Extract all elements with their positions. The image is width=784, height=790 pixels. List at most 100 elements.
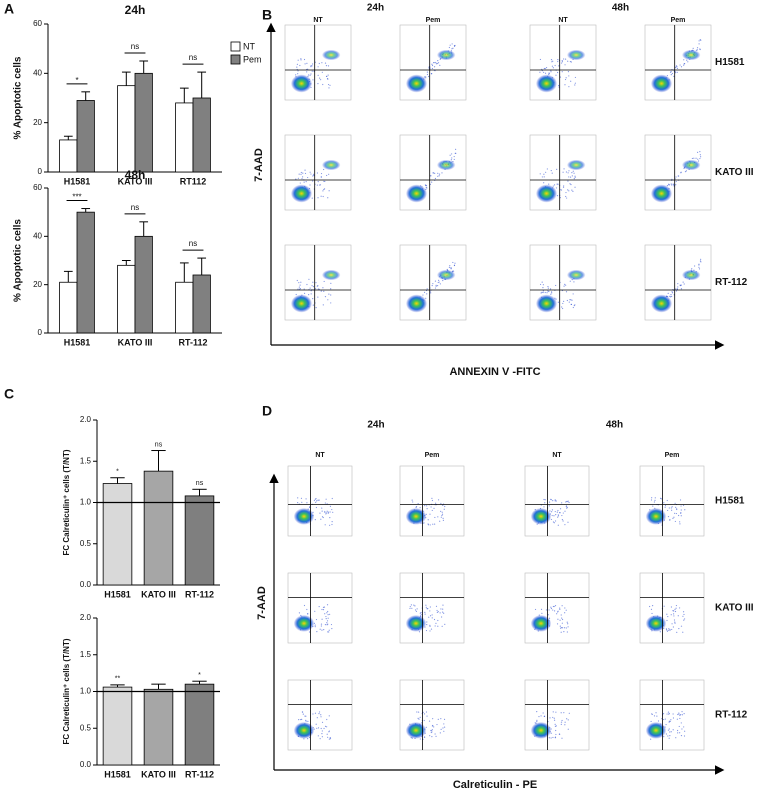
density-dot: [314, 610, 316, 612]
density-dot: [431, 509, 433, 512]
density-dot: [561, 605, 563, 607]
density-dot: [303, 181, 305, 183]
density-dot: [574, 304, 576, 306]
density-dot: [563, 168, 565, 170]
density-dot: [431, 725, 434, 727]
density-dot: [679, 521, 681, 523]
density-dot: [441, 514, 443, 517]
density-dot: [544, 68, 546, 70]
density-dot: [310, 290, 312, 292]
density-dot: [670, 507, 672, 509]
density-dot: [569, 183, 571, 185]
density-blob: [535, 294, 558, 313]
density-dot: [558, 84, 560, 87]
density-dot: [424, 613, 426, 615]
density-dot: [330, 282, 332, 284]
density-dot: [442, 608, 444, 610]
density-dot: [671, 506, 673, 508]
density-dot: [667, 711, 670, 713]
density-dot: [451, 43, 453, 45]
density-blob: [321, 49, 341, 61]
density-dot: [419, 738, 421, 740]
significance-label: *: [75, 76, 78, 85]
density-dot: [654, 497, 656, 499]
density-dot: [315, 501, 317, 503]
density-dot: [567, 500, 569, 503]
density-dot: [561, 306, 563, 308]
density-dot: [569, 280, 571, 282]
density-dot: [308, 278, 310, 280]
density-dot: [550, 291, 553, 293]
density-dot: [563, 58, 565, 60]
density-dot: [426, 73, 429, 76]
density-dot: [546, 168, 548, 170]
density-dot: [434, 733, 436, 735]
density-dot: [450, 153, 453, 155]
density-dot: [323, 188, 325, 191]
density-dot: [670, 731, 672, 733]
density-dot: [330, 623, 333, 626]
density-dot: [653, 715, 656, 717]
density-dot: [669, 731, 671, 733]
density-dot: [571, 175, 573, 177]
bar: [192, 274, 211, 334]
density-dot: [574, 175, 576, 177]
density-dot: [544, 291, 546, 294]
density-dot: [696, 47, 699, 49]
density-dot: [543, 715, 545, 718]
plot-frame: [399, 244, 467, 321]
density-dot: [431, 284, 433, 287]
density-dot: [665, 733, 667, 735]
density-dot: [423, 719, 425, 722]
density-dot: [427, 519, 429, 521]
density-dot: [560, 712, 562, 714]
density-dot: [317, 288, 319, 290]
density-dot: [669, 519, 671, 521]
density-dot: [310, 65, 312, 67]
density-dot: [443, 723, 445, 725]
density-dot: [555, 514, 557, 516]
condition-label: NT: [315, 452, 325, 459]
density-dot: [557, 59, 559, 61]
x-tick-label: RT-112: [185, 769, 214, 779]
density-dot: [548, 501, 551, 503]
density-dot: [324, 62, 327, 64]
density-dot: [429, 606, 431, 608]
density-dot: [684, 170, 687, 173]
density-dot: [324, 502, 326, 504]
density-dot: [555, 733, 557, 736]
density-dot: [314, 624, 316, 626]
density-dot: [440, 608, 442, 610]
density-dot: [306, 502, 308, 504]
density-dot: [436, 609, 438, 612]
density-dot: [425, 184, 428, 187]
density-dot: [320, 714, 322, 716]
density-dot: [559, 76, 562, 78]
density-dot: [419, 716, 421, 718]
density-dot: [325, 65, 328, 67]
density-dot: [323, 168, 325, 171]
density-dot: [565, 191, 567, 194]
density-dot: [443, 612, 445, 614]
density-dot: [560, 62, 563, 64]
density-dot: [567, 71, 570, 73]
density-dot: [331, 508, 333, 511]
density-dot: [429, 624, 431, 626]
density-dot: [675, 604, 678, 607]
density-dot: [665, 628, 668, 630]
density-dot: [554, 736, 557, 738]
density-dot: [667, 729, 670, 731]
density-dot: [409, 606, 411, 608]
density-dot: [298, 286, 300, 288]
density-dot: [677, 286, 679, 288]
density-dot: [551, 65, 554, 67]
density-dot: [682, 611, 685, 613]
bar: [59, 139, 78, 173]
density-dot: [548, 290, 550, 293]
density-dot: [318, 62, 320, 65]
density-dot: [312, 79, 314, 81]
density-dot: [317, 735, 319, 737]
density-dot: [555, 187, 558, 189]
density-dot: [540, 608, 543, 610]
density-dot: [436, 723, 438, 726]
